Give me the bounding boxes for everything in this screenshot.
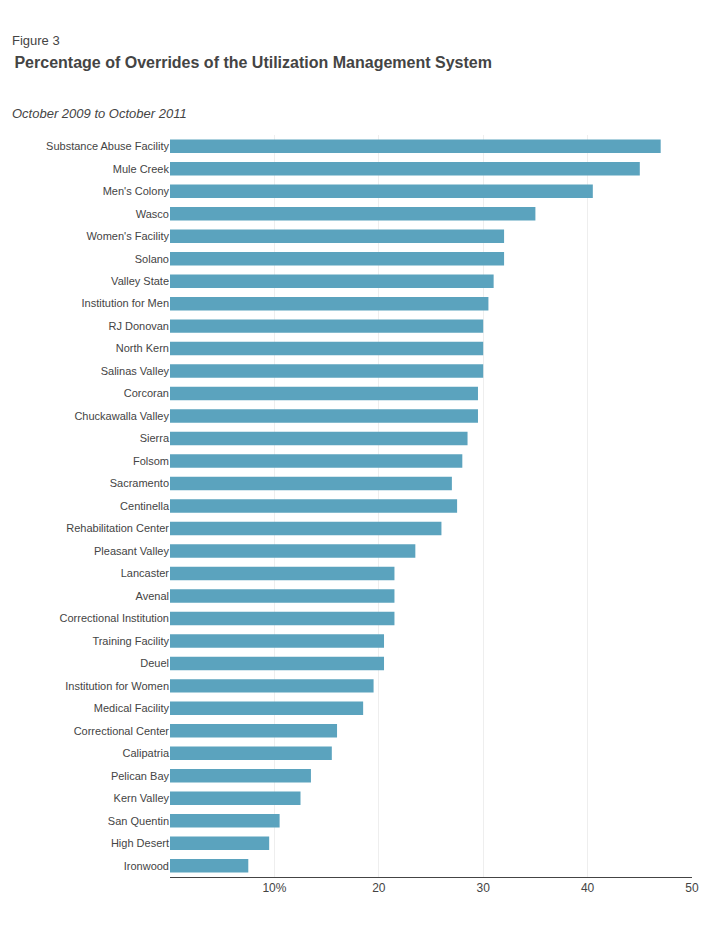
svg-text:Pleasant Valley: Pleasant Valley <box>94 545 170 557</box>
svg-text:Men's Colony: Men's Colony <box>103 185 170 197</box>
svg-text:Training Facility: Training Facility <box>92 635 169 647</box>
svg-text:Institution for Women: Institution for Women <box>65 680 169 692</box>
svg-text:Substance Abuse Facility: Substance Abuse Facility <box>46 140 169 152</box>
svg-text:Figure 3: Figure 3 <box>12 33 60 48</box>
svg-text:30: 30 <box>477 881 491 895</box>
svg-text:Mule Creek: Mule Creek <box>113 163 170 175</box>
svg-text:Calipatria: Calipatria <box>123 747 170 759</box>
svg-text:Corcoran: Corcoran <box>124 387 169 399</box>
svg-text:Folsom: Folsom <box>133 455 169 467</box>
svg-text:High Desert: High Desert <box>111 837 169 849</box>
svg-text:Rehabilitation Center: Rehabilitation Center <box>66 522 169 534</box>
svg-text:RJ Donovan: RJ Donovan <box>108 320 169 332</box>
svg-text:Women's Facility: Women's Facility <box>86 230 169 242</box>
svg-text:Lancaster: Lancaster <box>121 567 170 579</box>
svg-text:Pelican Bay: Pelican Bay <box>111 770 170 782</box>
svg-text:Centinella: Centinella <box>120 500 170 512</box>
svg-text:Percentage of Overrides of the: Percentage of Overrides of the Utilizati… <box>14 54 491 71</box>
svg-text:Kern Valley: Kern Valley <box>114 792 170 804</box>
svg-text:Avenal: Avenal <box>136 590 169 602</box>
svg-text:Chuckawalla Valley: Chuckawalla Valley <box>74 410 169 422</box>
svg-text:50: 50 <box>685 881 699 895</box>
svg-text:20: 20 <box>372 881 386 895</box>
svg-text:Wasco: Wasco <box>136 208 169 220</box>
svg-text:Ironwood: Ironwood <box>124 860 169 872</box>
svg-text:Deuel: Deuel <box>140 657 169 669</box>
svg-text:Correctional Institution: Correctional Institution <box>60 612 169 624</box>
svg-text:Institution for Men: Institution for Men <box>82 297 169 309</box>
svg-text:Sierra: Sierra <box>140 432 170 444</box>
svg-text:North Kern: North Kern <box>116 342 169 354</box>
svg-text:40: 40 <box>581 881 595 895</box>
svg-text:Solano: Solano <box>135 253 169 265</box>
svg-text:San Quentin: San Quentin <box>108 815 169 827</box>
svg-text:10%: 10% <box>262 881 286 895</box>
svg-text:Sacramento: Sacramento <box>110 477 169 489</box>
svg-text:October 2009 to October 2011: October 2009 to October 2011 <box>12 106 187 121</box>
svg-text:Valley State: Valley State <box>111 275 169 287</box>
svg-text:Medical Facility: Medical Facility <box>94 702 170 714</box>
svg-text:Salinas Valley: Salinas Valley <box>101 365 170 377</box>
svg-text:Correctional Center: Correctional Center <box>74 725 170 737</box>
